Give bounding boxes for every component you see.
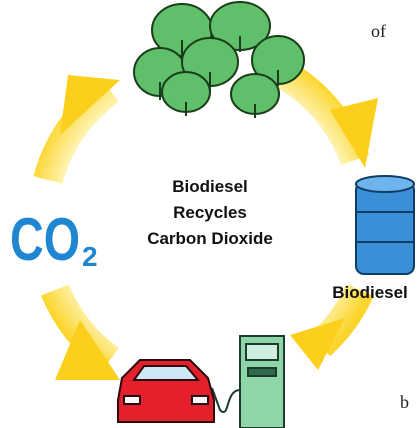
- trees: [134, 2, 304, 118]
- co2-main: CO: [10, 206, 80, 273]
- center-text: Carbon Dioxide: [147, 229, 273, 248]
- barrel: [356, 176, 414, 274]
- diagram: Biodiesel CO 2 Biodiesel Recycles Carbon…: [0, 0, 420, 428]
- center-text: Recycles: [173, 203, 247, 222]
- car: [118, 360, 214, 422]
- center-text: Biodiesel: [172, 177, 248, 196]
- fuel-pump: [212, 336, 284, 428]
- margin-text: of: [371, 21, 386, 41]
- margin-text: b: [400, 392, 409, 412]
- co2-subscript: 2: [82, 241, 98, 272]
- barrel-label: Biodiesel: [332, 283, 408, 302]
